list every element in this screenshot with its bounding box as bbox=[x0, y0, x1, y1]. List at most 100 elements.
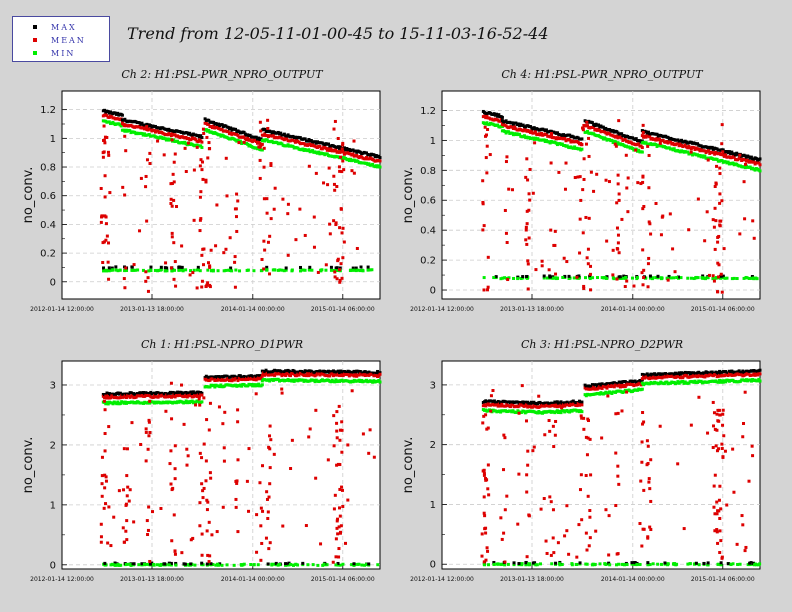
max-point bbox=[580, 137, 584, 141]
mean-point bbox=[654, 201, 658, 205]
mean-point bbox=[642, 488, 646, 492]
mean-point bbox=[600, 386, 604, 390]
chart-panel-2: Ch 4: H1:PSL-PWR_NPRO_OUTPUTno_conv.00.2… bbox=[401, 68, 762, 313]
min-point bbox=[624, 275, 628, 279]
mean-point bbox=[661, 214, 665, 218]
mean-point bbox=[720, 442, 724, 446]
mean-point bbox=[259, 144, 263, 148]
max-point bbox=[336, 369, 340, 373]
max-point bbox=[492, 560, 496, 564]
min-point bbox=[180, 268, 184, 272]
mean-point bbox=[487, 493, 491, 497]
mean-point bbox=[508, 405, 512, 409]
mean-point bbox=[289, 467, 293, 471]
mean-point bbox=[752, 160, 756, 164]
mean-point bbox=[198, 195, 202, 199]
min-point bbox=[720, 379, 724, 383]
mean-point bbox=[123, 124, 127, 128]
mean-point bbox=[255, 513, 259, 517]
min-point bbox=[329, 268, 333, 272]
mean-point bbox=[588, 509, 592, 513]
mean-point bbox=[534, 268, 538, 272]
mean-point bbox=[524, 238, 528, 242]
mean-point bbox=[584, 435, 588, 439]
mean-point bbox=[592, 385, 596, 389]
y-tick-label: 1.2 bbox=[40, 105, 56, 116]
max-point bbox=[630, 561, 634, 565]
mean-point bbox=[714, 444, 718, 448]
min-point bbox=[111, 402, 115, 406]
mean-point bbox=[198, 403, 202, 407]
mean-point bbox=[715, 412, 719, 416]
mean-point bbox=[742, 422, 746, 426]
mean-point bbox=[106, 260, 110, 264]
mean-point bbox=[641, 180, 645, 184]
y-tick-label: 0.6 bbox=[40, 191, 56, 202]
mean-point bbox=[722, 153, 726, 157]
min-point bbox=[291, 144, 295, 148]
mean-point bbox=[159, 506, 163, 510]
mean-point bbox=[716, 261, 720, 265]
max-point bbox=[532, 400, 536, 404]
mean-point bbox=[124, 396, 128, 400]
mean-point bbox=[208, 285, 212, 289]
y-tick-label: 0.4 bbox=[420, 226, 436, 237]
min-point bbox=[167, 563, 171, 567]
mean-point bbox=[687, 228, 691, 232]
max-point bbox=[265, 265, 269, 269]
mean-point bbox=[170, 204, 174, 208]
mean-point bbox=[499, 404, 503, 408]
mean-point bbox=[712, 484, 716, 488]
min-point bbox=[260, 148, 264, 152]
min-point bbox=[193, 563, 197, 567]
mean-point bbox=[200, 253, 204, 257]
mean-point bbox=[303, 233, 307, 237]
y-tick-label: 0.8 bbox=[420, 166, 436, 177]
mean-point bbox=[297, 373, 301, 377]
mean-point bbox=[549, 161, 553, 165]
mean-point bbox=[198, 229, 202, 233]
mean-point bbox=[584, 142, 588, 146]
mean-point bbox=[339, 262, 343, 266]
mean-point bbox=[304, 524, 308, 528]
mean-point bbox=[233, 285, 237, 289]
y-tick-label: 1 bbox=[430, 136, 436, 147]
min-point bbox=[635, 276, 639, 280]
min-point bbox=[213, 385, 217, 389]
mean-point bbox=[642, 204, 646, 208]
mean-point bbox=[372, 455, 376, 459]
mean-point bbox=[545, 551, 549, 555]
mean-point bbox=[531, 449, 535, 453]
x-tick-label: 2013-01-13 18:00:00 bbox=[500, 306, 564, 313]
min-point bbox=[252, 269, 256, 273]
min-point bbox=[246, 142, 250, 146]
min-point bbox=[325, 152, 329, 156]
min-point bbox=[598, 562, 602, 566]
mean-point bbox=[107, 505, 111, 509]
max-point bbox=[555, 131, 559, 135]
mean-point bbox=[711, 274, 715, 278]
max-point bbox=[496, 114, 500, 118]
max-point bbox=[648, 274, 652, 278]
mean-point bbox=[483, 114, 487, 118]
mean-point bbox=[201, 127, 205, 131]
mean-point bbox=[594, 529, 598, 533]
mean-point bbox=[744, 545, 748, 549]
x-tick-label: 2013-01-13 18:00:00 bbox=[500, 576, 564, 583]
max-point bbox=[580, 400, 584, 404]
min-point bbox=[227, 268, 231, 272]
mean-point bbox=[263, 248, 267, 252]
mean-point bbox=[642, 527, 646, 531]
max-point bbox=[200, 136, 204, 140]
max-point bbox=[263, 127, 267, 131]
min-point bbox=[515, 410, 519, 414]
mean-point bbox=[611, 248, 615, 252]
min-point bbox=[700, 276, 704, 280]
y-tick-label: 0 bbox=[430, 286, 436, 297]
mean-point bbox=[130, 421, 134, 425]
mean-point bbox=[170, 235, 174, 239]
mean-point bbox=[338, 428, 342, 432]
mean-point bbox=[222, 459, 226, 463]
mean-point bbox=[139, 442, 143, 446]
